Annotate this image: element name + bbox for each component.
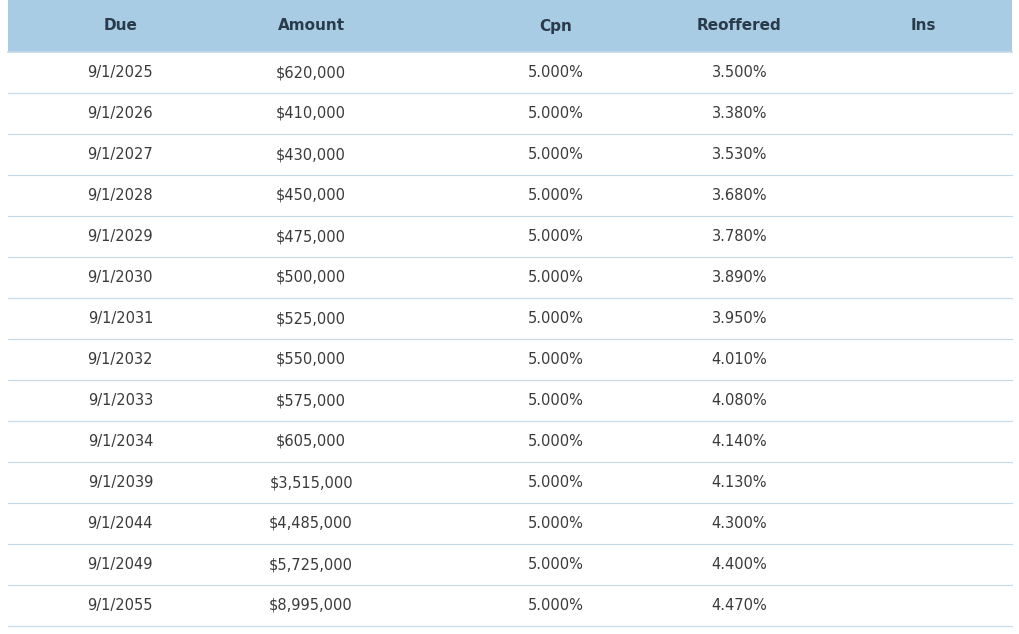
Text: $550,000: $550,000 <box>276 352 345 367</box>
Text: 9/1/2044: 9/1/2044 <box>88 516 153 531</box>
Text: 4.010%: 4.010% <box>711 352 766 367</box>
Text: 4.140%: 4.140% <box>711 434 766 449</box>
Text: 3.950%: 3.950% <box>711 311 766 326</box>
Text: 5.000%: 5.000% <box>528 352 583 367</box>
Text: Reoffered: Reoffered <box>696 18 782 34</box>
Text: $475,000: $475,000 <box>276 229 345 244</box>
Text: 5.000%: 5.000% <box>528 229 583 244</box>
Text: 5.000%: 5.000% <box>528 188 583 203</box>
Text: 5.000%: 5.000% <box>528 393 583 408</box>
Text: 9/1/2055: 9/1/2055 <box>88 598 153 613</box>
Text: $525,000: $525,000 <box>276 311 345 326</box>
Text: $5,725,000: $5,725,000 <box>269 557 353 572</box>
Text: $4,485,000: $4,485,000 <box>269 516 353 531</box>
Text: 5.000%: 5.000% <box>528 106 583 121</box>
Text: 5.000%: 5.000% <box>528 270 583 285</box>
Text: 4.300%: 4.300% <box>711 516 766 531</box>
Text: 5.000%: 5.000% <box>528 65 583 80</box>
Text: 3.530%: 3.530% <box>711 147 766 162</box>
Text: 5.000%: 5.000% <box>528 147 583 162</box>
Text: 9/1/2032: 9/1/2032 <box>88 352 153 367</box>
Text: $620,000: $620,000 <box>276 65 345 80</box>
Text: 9/1/2049: 9/1/2049 <box>88 557 153 572</box>
Text: Amount: Amount <box>277 18 344 34</box>
Text: $3,515,000: $3,515,000 <box>269 475 353 490</box>
Text: 9/1/2028: 9/1/2028 <box>88 188 153 203</box>
Text: $605,000: $605,000 <box>276 434 345 449</box>
Text: 3.680%: 3.680% <box>711 188 766 203</box>
Text: Ins: Ins <box>910 18 935 34</box>
Text: $500,000: $500,000 <box>276 270 345 285</box>
Text: $410,000: $410,000 <box>276 106 345 121</box>
Text: 4.130%: 4.130% <box>711 475 766 490</box>
Text: 9/1/2030: 9/1/2030 <box>88 270 153 285</box>
Text: 9/1/2031: 9/1/2031 <box>88 311 153 326</box>
Text: 9/1/2027: 9/1/2027 <box>88 147 153 162</box>
Text: $575,000: $575,000 <box>276 393 345 408</box>
Text: 3.780%: 3.780% <box>711 229 766 244</box>
Text: 9/1/2039: 9/1/2039 <box>88 475 153 490</box>
Text: Due: Due <box>103 18 138 34</box>
Text: $430,000: $430,000 <box>276 147 345 162</box>
Text: 5.000%: 5.000% <box>528 557 583 572</box>
Text: 9/1/2034: 9/1/2034 <box>88 434 153 449</box>
Text: 9/1/2029: 9/1/2029 <box>88 229 153 244</box>
Bar <box>8 0 1011 52</box>
Text: 9/1/2025: 9/1/2025 <box>88 65 153 80</box>
Text: Cpn: Cpn <box>539 18 572 34</box>
Text: 5.000%: 5.000% <box>528 598 583 613</box>
Text: 5.000%: 5.000% <box>528 516 583 531</box>
Text: 4.080%: 4.080% <box>711 393 766 408</box>
Text: 4.470%: 4.470% <box>711 598 766 613</box>
Text: 3.380%: 3.380% <box>711 106 766 121</box>
Text: 3.500%: 3.500% <box>711 65 766 80</box>
Text: 9/1/2033: 9/1/2033 <box>88 393 153 408</box>
Text: 4.400%: 4.400% <box>711 557 766 572</box>
Text: 3.890%: 3.890% <box>711 270 766 285</box>
Text: $8,995,000: $8,995,000 <box>269 598 353 613</box>
Text: 5.000%: 5.000% <box>528 434 583 449</box>
Text: $450,000: $450,000 <box>276 188 345 203</box>
Text: 5.000%: 5.000% <box>528 475 583 490</box>
Text: 5.000%: 5.000% <box>528 311 583 326</box>
Text: 9/1/2026: 9/1/2026 <box>88 106 153 121</box>
